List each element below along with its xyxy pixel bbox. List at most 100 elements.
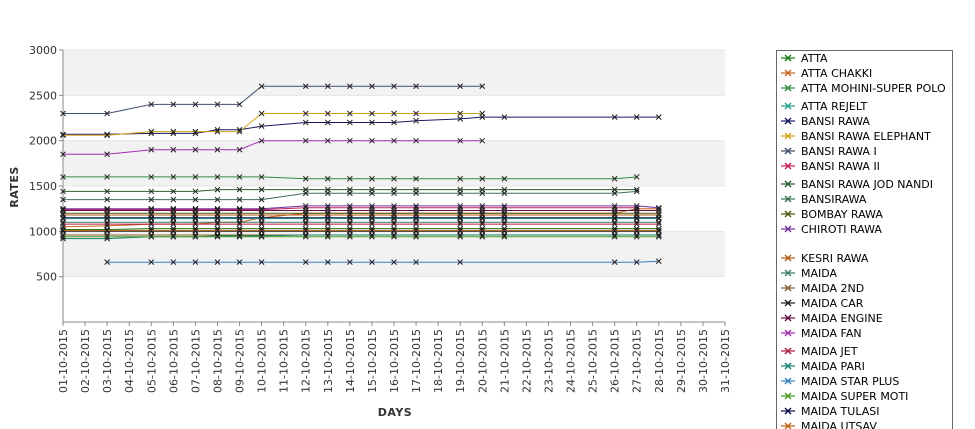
x-tick-label: 27-10-2015: [631, 329, 644, 393]
data-point: [236, 227, 243, 234]
x-tick-label: 18-10-2015: [432, 329, 445, 393]
data-point: [60, 110, 66, 117]
legend-marker: [784, 407, 792, 415]
data-point: [236, 214, 243, 221]
data-point: [457, 233, 464, 240]
legend-marker: [784, 225, 792, 233]
data-point: [104, 132, 110, 139]
data-point: [192, 196, 199, 203]
data-point: [479, 110, 486, 117]
data-point: [611, 214, 618, 221]
data-point: [60, 207, 66, 214]
data-point: [369, 207, 375, 214]
data-point: [214, 259, 221, 266]
series-maida-star-plus: [104, 258, 662, 266]
data-point: [104, 131, 110, 138]
data-point: [324, 175, 331, 182]
legend-item: ATTA CHAKKI: [781, 67, 872, 80]
legend-item: BANSI RAWA ELEPHANT: [781, 130, 931, 143]
legend-marker: [784, 117, 792, 125]
data-point: [192, 101, 199, 108]
data-point: [170, 174, 177, 180]
x-tick-label: 10-10-2015: [256, 329, 269, 393]
legend-label: BANSI RAWA JOD NANDI: [801, 178, 933, 191]
data-point: [391, 83, 397, 90]
data-point: [611, 227, 618, 234]
data-point: [148, 146, 155, 153]
data-point: [324, 214, 331, 221]
x-tick-label: 20-10-2015: [476, 329, 489, 393]
legend-marker: [784, 254, 792, 262]
y-tick-label: 500: [36, 271, 57, 284]
legend-item: MAIDA CAR: [781, 297, 864, 310]
legend-marker: [784, 102, 792, 110]
data-point: [347, 119, 353, 126]
y-axis-title: RATES: [8, 166, 21, 208]
x-tick-label: 29-10-2015: [675, 329, 688, 393]
data-point: [501, 114, 508, 120]
legend-marker: [784, 284, 792, 292]
data-point: [347, 190, 353, 197]
data-point: [413, 259, 419, 266]
data-point: [302, 214, 309, 221]
data-point: [391, 137, 397, 144]
data-point: [60, 131, 66, 138]
data-point: [104, 228, 110, 235]
data-point: [170, 214, 177, 221]
data-point: [148, 196, 155, 203]
data-point: [60, 196, 66, 203]
data-point: [457, 203, 464, 209]
data-point: [347, 175, 353, 182]
data-point: [324, 221, 331, 227]
data-point: [655, 258, 662, 265]
legend-item: MAIDA: [781, 267, 838, 280]
data-point: [148, 207, 155, 214]
data-point: [479, 207, 486, 214]
data-point: [479, 137, 486, 144]
data-point: [633, 114, 640, 120]
data-point: [170, 128, 177, 135]
series-maida-tulasi: [60, 214, 662, 221]
data-point: [258, 207, 265, 214]
data-point: [391, 221, 397, 227]
data-point: [391, 233, 397, 240]
data-point: [457, 137, 464, 144]
legend-marker: [784, 180, 792, 188]
data-point: [347, 207, 353, 214]
data-point: [324, 190, 331, 197]
data-point: [170, 233, 177, 240]
data-point: [258, 228, 265, 235]
series-line: [63, 205, 659, 210]
legend-item: ATTA MOHINI-SUPER POLO: [781, 82, 946, 95]
data-point: [104, 188, 110, 195]
legend-item: BANSI RAWA JOD NANDI: [781, 178, 933, 191]
legend-label: CHIROTI RAWA: [801, 223, 882, 236]
data-point: [413, 203, 419, 209]
x-tick-label: 26-10-2015: [609, 329, 622, 393]
data-point: [324, 110, 331, 117]
legend-label: MAIDA 2ND: [801, 282, 864, 295]
data-point: [324, 227, 331, 234]
legend-marker: [784, 329, 792, 337]
data-point: [236, 228, 243, 235]
data-point: [302, 259, 309, 266]
data-point: [633, 174, 640, 180]
data-point: [60, 228, 66, 235]
legend-marker: [784, 347, 792, 355]
legend-item: MAIDA STAR PLUS: [781, 375, 899, 388]
data-point: [324, 259, 331, 266]
data-point: [324, 203, 331, 209]
data-point: [611, 233, 618, 240]
series-line: [63, 116, 659, 135]
data-point: [60, 132, 66, 139]
x-tick-label: 13-10-2015: [322, 329, 335, 393]
data-point: [369, 190, 375, 197]
legend-label: ATTA: [801, 52, 828, 65]
legend-label: MAIDA JET: [801, 345, 858, 358]
data-point: [457, 259, 464, 266]
data-point: [236, 174, 243, 180]
data-point: [302, 110, 309, 117]
series-maida-utsav: [60, 227, 662, 234]
data-point: [633, 259, 640, 266]
